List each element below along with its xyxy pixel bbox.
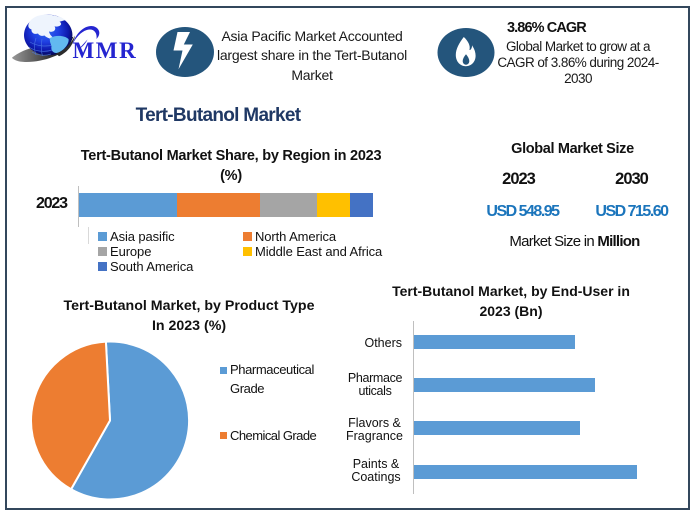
svg-text:MMR: MMR <box>73 38 138 63</box>
